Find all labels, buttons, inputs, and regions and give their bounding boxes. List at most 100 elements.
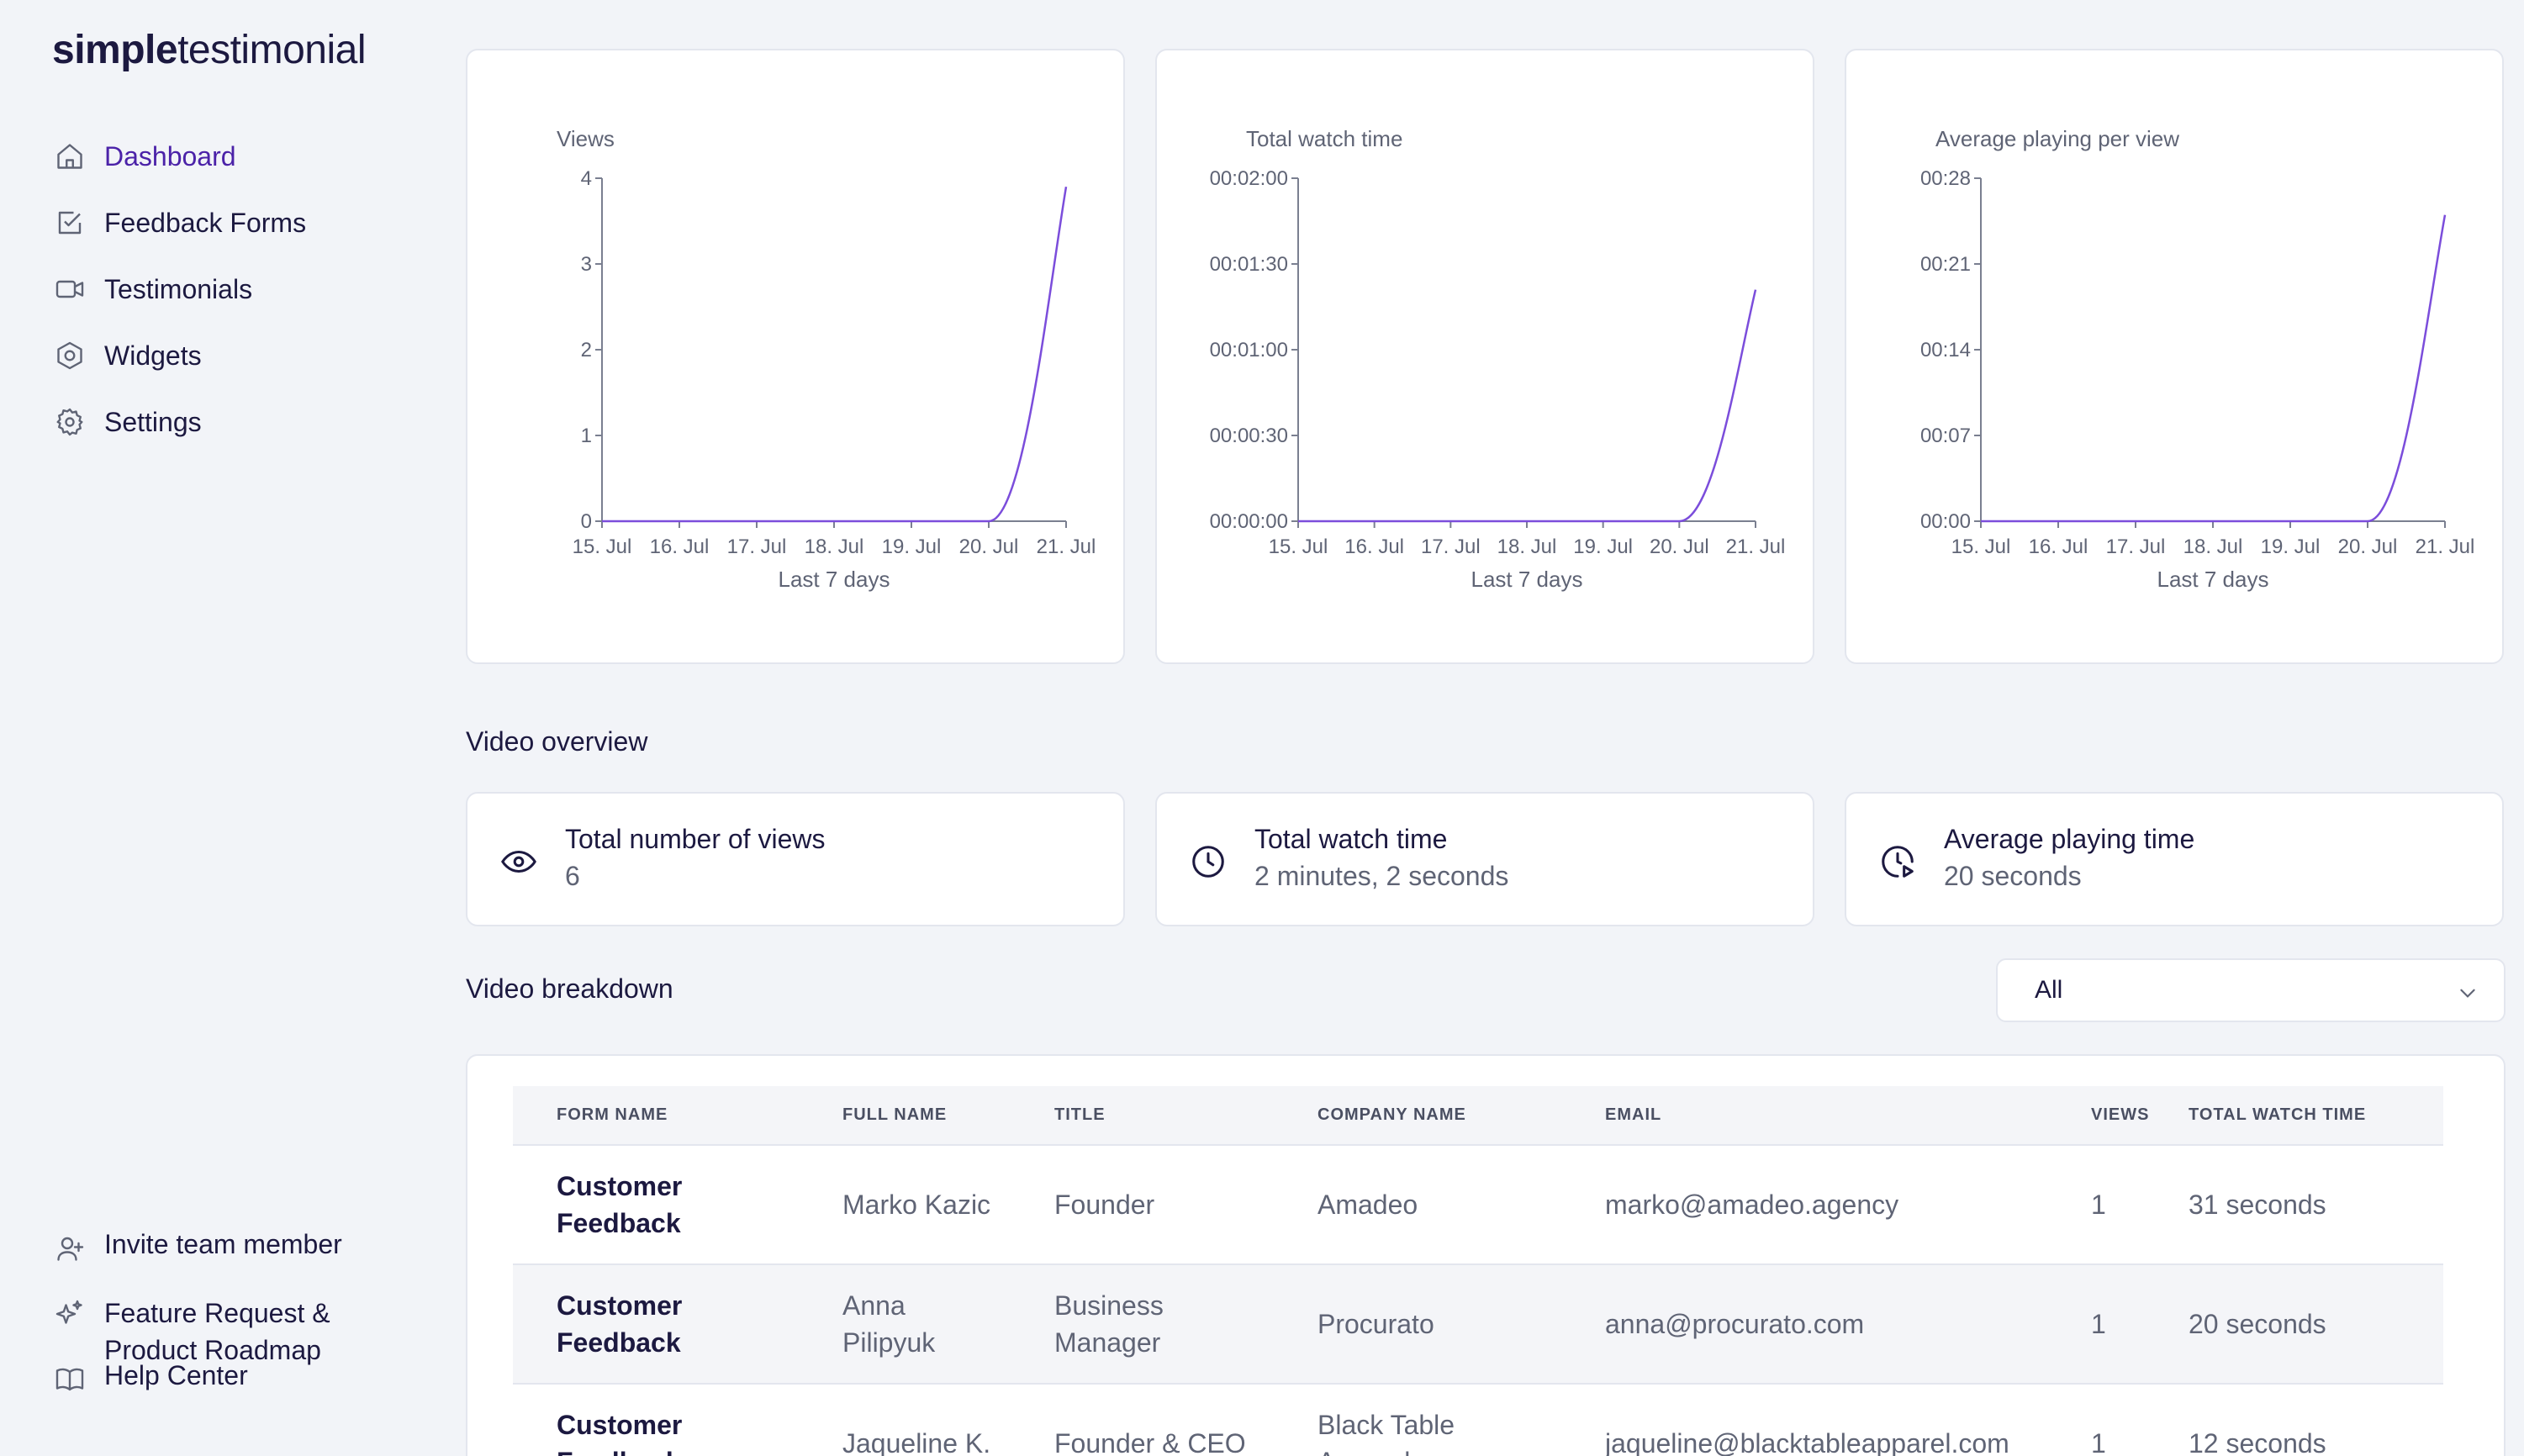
y-tick-label: 1 [581,425,592,447]
views-chart: Views 0 1 2 3 4 15. Jul 16. Jul 17. Jul 18. Jul 19… [557,126,1096,592]
y-tick-label: 3 [581,253,592,276]
x-tick-label: 15. Jul [573,535,632,558]
stat-value: 20 seconds [1944,861,2082,891]
y-tick-label: 00:14 [1920,339,1971,361]
x-tick-label: 16. Jul [650,535,710,558]
cell-company: Procurato [1274,1264,1561,1385]
stat-card-views: Total number of views 6 [466,792,1125,926]
sidebar-item-feedback-forms[interactable]: Feedback Forms [52,199,306,246]
stat-card-avg-playing: Average playing time 20 seconds [1845,792,2504,926]
x-tick-label: 15. Jul [1951,535,2011,558]
cell-email: anna@procurato.com [1561,1264,2057,1385]
y-tick-label: 00:07 [1920,425,1971,447]
clock-play-icon [1878,842,1917,881]
column-header[interactable]: VIEWS [2057,1086,2165,1146]
x-tick-label: 17. Jul [2106,535,2166,558]
sidebar-item-widgets[interactable]: Widgets [52,332,306,379]
video-breakdown-title: Video breakdown [466,973,673,1004]
checkbox-icon [52,205,87,240]
cell-watch-time: 20 seconds [2165,1264,2443,1385]
sidebar-item-testimonials[interactable]: Testimonials [52,266,306,313]
views-chart-card: Views 0 1 2 3 4 15. Jul 16. Jul 17. Jul 18. Jul 19… [466,49,1125,664]
y-tick-label: 00:28 [1920,167,1971,190]
table-header-row: FORM NAME FULL NAME TITLE COMPANY NAME E… [513,1086,2443,1146]
x-tick-label: 21. Jul [1037,535,1096,558]
y-tick-label: 00:00 [1920,510,1971,533]
column-header[interactable]: TOTAL WATCH TIME [2165,1086,2443,1146]
y-tick-label: 2 [581,339,592,361]
x-tick-label: 18. Jul [805,535,864,558]
sidebar-item-label: Settings [104,406,202,437]
cell-views: 1 [2057,1264,2165,1385]
cell-company: Amadeo [1274,1145,1561,1265]
y-tick-label: 00:01:00 [1210,339,1288,361]
x-tick-label: 21. Jul [2416,535,2475,558]
sidebar-item-label: Testimonials [104,273,253,304]
x-tick-label: 18. Jul [2183,535,2243,558]
hexagon-icon [52,338,87,373]
x-tick-label: 19. Jul [1573,535,1633,558]
x-axis-title: Last 7 days [1471,567,1583,592]
stat-label: Total watch time [1254,824,1448,854]
cell-watch-time: 12 seconds [2165,1384,2443,1456]
sidebar-item-settings[interactable]: Settings [52,398,306,446]
sidebar-item-label: Feedback Forms [104,207,307,238]
cell-email: marko@amadeo.agency [1561,1145,2057,1265]
help-center-link[interactable]: Help Center [52,1360,342,1407]
column-header[interactable]: COMPANY NAME [1274,1086,1561,1146]
video-icon [52,272,87,307]
series-line [1298,289,1757,523]
app-logo[interactable]: simpletestimonial [52,28,366,72]
column-header[interactable]: EMAIL [1561,1086,2057,1146]
column-header[interactable]: TITLE [1011,1086,1274,1146]
user-plus-icon [52,1231,87,1266]
y-tick-label: 00:00:30 [1210,425,1288,447]
avg-playing-chart: Average playing per view 00:00 00:07 00:14 0… [1920,126,2475,592]
table-row[interactable]: Customer Feedback Marko Kazic Founder Ama… [513,1145,2443,1265]
x-tick-label: 20. Jul [959,535,1019,558]
watch-time-chart: Total watch time 00:00:00 00:00:30 00:01:00… [1210,126,1786,592]
avg-playing-chart-card: Average playing per view 00:00 00:07 00:14 0… [1845,49,2504,664]
column-header[interactable]: FULL NAME [799,1086,1011,1146]
cell-email: jaqueline@blacktableapparel.com [1561,1384,2057,1456]
y-tick-label: 4 [581,167,592,190]
stat-value: 2 minutes, 2 seconds [1254,861,1509,891]
y-tick-label: 0 [581,510,592,533]
y-axis-title: Total watch time [1246,126,1402,151]
cell-full-name: Anna Pilipyuk [799,1264,1011,1385]
x-axis-title: Last 7 days [779,567,890,592]
sidebar-item-dashboard[interactable]: Dashboard [52,133,306,180]
sidebar-nav: Dashboard Feedback Forms Testimonials Wi… [52,133,306,465]
x-tick-label: 20. Jul [1650,535,1709,558]
invite-team-member-link[interactable]: Invite team member [52,1229,342,1276]
sidebar-item-label: Invite team member [104,1229,342,1259]
breakdown-table-card: FORM NAME FULL NAME TITLE COMPANY NAME E… [466,1054,2506,1456]
breakdown-table: FORM NAME FULL NAME TITLE COMPANY NAME E… [513,1086,2443,1456]
x-tick-label: 20. Jul [2338,535,2398,558]
breakdown-filter-select[interactable]: All [1996,958,2506,1022]
column-header[interactable]: FORM NAME [513,1086,799,1146]
sidebar-item-label-line2: Product Roadmap [104,1335,321,1365]
sidebar-item-label: Dashboard [104,140,236,171]
cell-views: 1 [2057,1384,2165,1456]
stat-value: 6 [565,861,580,891]
video-overview-title: Video overview [466,726,648,757]
watch-time-chart-card: Total watch time 00:00:00 00:00:30 00:01:00… [1155,49,1814,664]
x-axis-title: Last 7 days [2157,567,2269,592]
y-axis-title: Average playing per view [1935,126,2179,151]
x-tick-label: 19. Jul [2261,535,2321,558]
sidebar-item-label: Widgets [104,340,202,371]
eye-icon [499,842,538,881]
series-line [602,186,1068,523]
feature-request-link[interactable]: Feature Request & Product Roadmap [52,1295,342,1365]
x-tick-label: 16. Jul [2029,535,2088,558]
sidebar-item-label: Feature Request & [104,1298,330,1328]
y-tick-label: 00:21 [1920,253,1971,276]
table-row[interactable]: Customer Feedback Anna Pilipyuk Business Ma… [513,1264,2443,1385]
cell-title: Business Manager [1011,1264,1274,1385]
sidebar-bottom-nav: Invite team member Feature Request & Pro… [52,1229,342,1426]
clock-icon [1189,842,1228,881]
